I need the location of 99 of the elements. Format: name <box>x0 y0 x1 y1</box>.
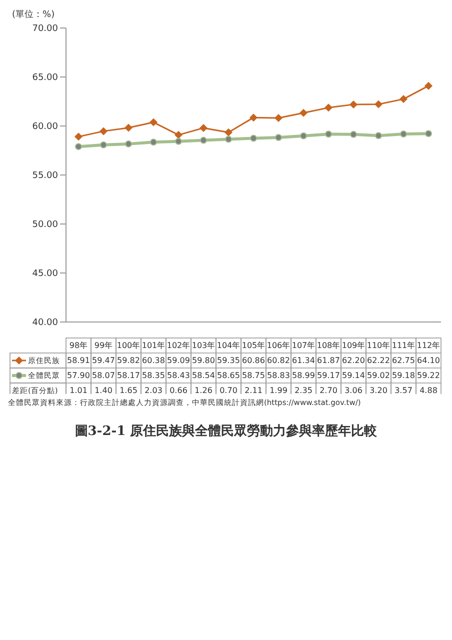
data-label: 59.35 <box>217 356 240 365</box>
text: 1.40 <box>94 386 112 395</box>
data-label: 60.86 <box>242 356 265 365</box>
x-tick-label: 98年 <box>69 341 88 350</box>
point <box>350 100 358 108</box>
y-tick-label: 55.00 <box>32 171 58 182</box>
data-label: 58.65 <box>217 371 240 380</box>
y-tick-label: 60.00 <box>32 122 58 132</box>
x-tick-label: 109年 <box>342 341 366 350</box>
point <box>200 136 207 144</box>
point <box>125 140 132 148</box>
point <box>375 132 382 140</box>
x-tick-label: 100年 <box>116 341 140 350</box>
data-label: 59.02 <box>367 371 390 380</box>
x-tick-label: 111年 <box>392 341 416 350</box>
y-tick-label: 65.00 <box>32 73 58 84</box>
text: 3.20 <box>370 386 388 395</box>
text: 2.35 <box>294 386 312 395</box>
point <box>324 104 332 112</box>
point <box>175 138 182 145</box>
x-tick-label: 107年 <box>292 341 316 350</box>
x-tick-label: 112年 <box>416 341 440 350</box>
point <box>424 82 432 90</box>
text: 1.99 <box>270 386 288 395</box>
data-label: 64.10 <box>417 356 440 365</box>
text: 0.70 <box>220 386 238 395</box>
point <box>325 130 332 138</box>
point <box>225 136 232 143</box>
point <box>300 108 308 117</box>
point <box>425 130 432 138</box>
data-label: 60.38 <box>142 356 165 365</box>
text: 1.26 <box>194 386 212 395</box>
point <box>75 143 82 150</box>
data-label: 59.18 <box>392 371 415 380</box>
data-label: 59.47 <box>92 356 115 365</box>
x-tick-label: 99年 <box>94 341 113 350</box>
data-label: 59.82 <box>117 356 140 365</box>
data-label: 58.43 <box>167 371 190 380</box>
data-label: 61.34 <box>292 356 315 365</box>
data-label: 62.22 <box>367 356 390 365</box>
text: 3.06 <box>344 386 362 395</box>
data-label: 58.17 <box>117 371 140 380</box>
point <box>224 128 232 136</box>
data-label: 58.75 <box>242 371 265 380</box>
text: 0.66 <box>170 386 188 395</box>
point <box>250 134 257 142</box>
data-label: 59.09 <box>167 356 190 365</box>
x-tick-label: 106年 <box>266 341 290 350</box>
data-label: 62.20 <box>342 356 365 365</box>
point <box>250 114 258 122</box>
text: 2.03 <box>144 386 162 395</box>
y-tick-label: 45.00 <box>32 269 58 280</box>
y-tick-label: 50.00 <box>32 220 58 230</box>
text: 圖3-2-1 原住民族與全體民眾勞動力參與率歷年比較 <box>74 422 378 440</box>
text: 3.57 <box>394 386 412 395</box>
point <box>174 130 182 139</box>
data-label: 61.87 <box>317 356 340 365</box>
point <box>100 127 108 136</box>
point <box>400 95 408 104</box>
x-tick-label: 110年 <box>366 341 390 350</box>
data-label: 58.99 <box>292 371 315 380</box>
point <box>400 130 407 138</box>
y-tick-label: 40.00 <box>32 318 58 328</box>
x-tick-label: 104年 <box>216 341 240 350</box>
x-tick-label: 108年 <box>316 341 340 350</box>
data-label: 58.35 <box>142 371 165 380</box>
point <box>300 132 307 140</box>
point <box>150 118 158 126</box>
point <box>100 141 107 148</box>
data-label: 59.17 <box>317 371 340 380</box>
data-label: 58.83 <box>267 371 290 380</box>
text: 2.11 <box>244 386 262 395</box>
data-label: 60.82 <box>267 356 290 365</box>
data-label: 59.22 <box>417 371 440 380</box>
y-axis-title: (單位：%) <box>11 8 56 22</box>
point <box>274 114 282 122</box>
data-label: 58.07 <box>92 371 115 380</box>
y-tick-label: 70.00 <box>32 24 58 34</box>
point <box>275 134 282 141</box>
data-label: 62.75 <box>392 356 415 365</box>
x-tick-label: 101年 <box>142 341 166 350</box>
x-tick-label: 105年 <box>242 341 266 350</box>
point <box>374 100 382 108</box>
data-label: 57.90 <box>67 371 90 380</box>
data-label: 59.80 <box>192 356 215 365</box>
data-label: 59.14 <box>342 371 365 380</box>
point <box>124 124 132 132</box>
point <box>74 132 82 141</box>
text: 4.88 <box>420 386 438 395</box>
x-tick-label: 102年 <box>166 341 190 350</box>
data-label: 58.54 <box>192 371 215 380</box>
data-label: 58.91 <box>67 356 90 365</box>
text: 1.01 <box>70 386 88 395</box>
point <box>200 124 208 132</box>
point <box>150 138 157 146</box>
text: 2.70 <box>320 386 338 395</box>
text: 1.65 <box>120 386 138 395</box>
point <box>350 130 357 138</box>
x-tick-label: 103年 <box>192 341 216 350</box>
